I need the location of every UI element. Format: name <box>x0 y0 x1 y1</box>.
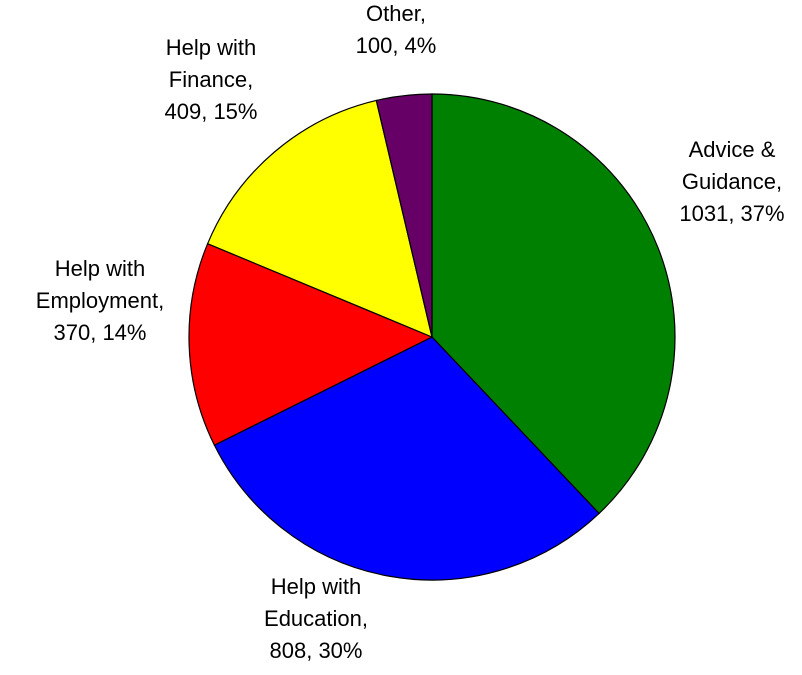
slice-label-line: Help with <box>166 35 256 60</box>
slice-label-line: 100, 4% <box>356 33 437 58</box>
slice-label-help-with-education: Help with Education, 808, 30% <box>264 574 368 663</box>
slice-label-line: 409, 15% <box>165 99 258 124</box>
slice-label-line: 808, 30% <box>270 638 363 663</box>
slice-label-line: Advice & <box>689 137 776 162</box>
slice-label-line: 1031, 37% <box>679 201 784 226</box>
slice-label-other: Other, 100, 4% <box>356 1 437 58</box>
slice-label-advice-guidance: Advice & Guidance, 1031, 37% <box>679 137 784 226</box>
slice-label-line: Help with <box>55 256 145 281</box>
slice-label-line: Guidance, <box>682 169 782 194</box>
pie-slice-other <box>375 93 433 338</box>
pie-slices <box>188 93 676 581</box>
slice-label-line: Other, <box>366 1 426 26</box>
slice-label-line: Help with <box>271 574 361 599</box>
pie-slice-help-with-employment <box>188 242 434 446</box>
pie-labels: Advice & Guidance, 1031, 37% Help with Educa… <box>36 1 785 663</box>
slice-label-line: Employment, <box>36 288 164 313</box>
slice-label-help-with-employment: Help with Employment, 370, 14% <box>36 256 164 345</box>
pie-slice-help-with-finance <box>206 99 433 339</box>
pie-slice-advice-guidance <box>431 93 676 515</box>
slice-label-line: Finance, <box>169 67 253 92</box>
slice-label-line: Education, <box>264 606 368 631</box>
slice-label-help-with-finance: Help with Finance, 409, 15% <box>165 35 258 124</box>
slice-label-line: 370, 14% <box>54 320 147 345</box>
